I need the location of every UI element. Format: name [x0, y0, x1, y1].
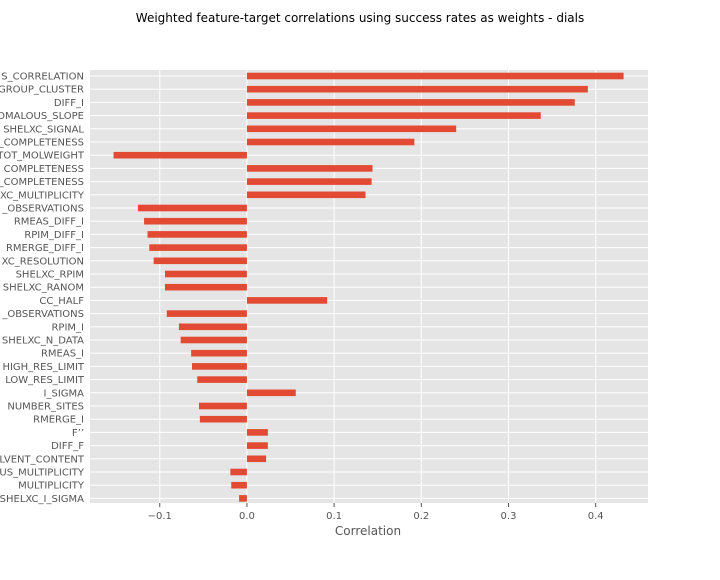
- y-tick-label: F’’: [72, 428, 84, 439]
- bar: [246, 178, 372, 185]
- x-tick-label: 0.1: [326, 511, 342, 522]
- y-tick-label: GROUP_CLUSTER: [0, 85, 84, 96]
- bar: [178, 323, 247, 331]
- y-tick-label: I_SIGMA: [44, 388, 85, 399]
- bar: [199, 415, 247, 423]
- bar: [164, 283, 247, 291]
- bar: [144, 217, 247, 225]
- y-tick-label: SHELXC_RPIM: [16, 270, 84, 281]
- bar: [180, 336, 247, 344]
- y-tick-label: XC_RESOLUTION: [2, 256, 84, 267]
- bar: [246, 389, 296, 397]
- bar: [246, 138, 415, 146]
- bar: [230, 468, 247, 476]
- bar: [198, 402, 247, 410]
- bar: [197, 376, 247, 383]
- x-tick-label: 0.2: [413, 511, 429, 522]
- y-tick-label: HIGH_RES_LIMIT: [2, 362, 84, 373]
- y-tick-label: CC_HALF: [39, 296, 84, 307]
- y-tick-label: SHELXC_SIGNAL: [3, 124, 84, 135]
- bar: [192, 363, 247, 370]
- bar: [149, 244, 247, 251]
- bars: [113, 72, 624, 502]
- bar: [191, 349, 247, 357]
- y-tick-label: _OBSERVATIONS: [1, 309, 84, 320]
- bar: [246, 165, 373, 172]
- y-tick-label: S_CORRELATION: [1, 72, 84, 83]
- bar: [113, 151, 247, 159]
- x-axis-label: Correlation: [335, 524, 401, 538]
- y-tick-label: OMALOUS_SLOPE: [0, 111, 84, 122]
- bar: [246, 191, 366, 199]
- y-tick-label: LOW_RES_LIMIT: [5, 375, 85, 386]
- bar: [147, 231, 247, 238]
- y-tick-label: SHELXC_RANOM: [3, 283, 84, 294]
- y-tick-label: _OBSERVATIONS: [1, 204, 84, 215]
- y-tick-label: NUMBER_SITES: [7, 402, 84, 413]
- y-tick-label: RPIM_DIFF_I: [24, 230, 84, 241]
- y-tick-label: SHELXC_I_SIGMA: [0, 494, 84, 505]
- y-tick-label: RMERGE_I: [33, 415, 84, 426]
- y-tick-label: MULTIPLICITY: [18, 481, 85, 492]
- bar: [137, 204, 247, 212]
- y-tick-label: TOT_MOLWEIGHT: [0, 151, 85, 162]
- bar: [246, 112, 541, 119]
- bar: [246, 125, 457, 133]
- y-tick-label: US_MULTIPLICITY: [0, 468, 85, 479]
- y-tick-labels: S_CORRELATION GROUP_CLUSTER DIFF_I OMALOUS_…: [0, 72, 85, 505]
- chart-title: Weighted feature-target correlations usi…: [136, 11, 584, 25]
- bar: [153, 257, 247, 265]
- y-tick-label: LVENT_CONTENT: [0, 454, 85, 465]
- x-tick-label: 0.0: [239, 511, 255, 522]
- y-tick-label: COMPLETENESS: [4, 164, 84, 175]
- y-tick-label: DIFF_I: [54, 98, 84, 109]
- y-tick-label: _COMPLETENESS: [0, 177, 84, 188]
- bar: [246, 429, 268, 436]
- y-tick-label: RMEAS_DIFF_I: [14, 217, 84, 228]
- bar: [246, 455, 267, 463]
- bar: [246, 72, 624, 80]
- bar: [166, 310, 247, 317]
- bar: [246, 85, 588, 93]
- bar: [246, 99, 575, 106]
- y-tick-label: SHELXC_N_DATA: [2, 336, 84, 347]
- y-tick-label: RMERGE_DIFF_I: [6, 243, 84, 254]
- x-tick-label: −0.1: [148, 511, 172, 522]
- y-tick-label: _COMPLETENESS: [0, 138, 84, 149]
- bar: [231, 481, 247, 489]
- bar: [246, 442, 268, 449]
- x-tick-label: 0.4: [588, 511, 604, 522]
- x-tick-labels: −0.1 0.0 0.1 0.2 0.3 0.4: [148, 503, 604, 522]
- y-tick-label: RMEAS_I: [41, 349, 84, 360]
- bar: [246, 297, 328, 304]
- y-tick-label: XC_MULTIPLICITY: [0, 190, 85, 201]
- bar: [239, 495, 247, 502]
- y-tick-label: RPIM_I: [51, 322, 84, 333]
- y-tick-label: DIFF_F: [51, 441, 84, 452]
- x-tick-label: 0.3: [501, 511, 517, 522]
- bar: [164, 270, 247, 278]
